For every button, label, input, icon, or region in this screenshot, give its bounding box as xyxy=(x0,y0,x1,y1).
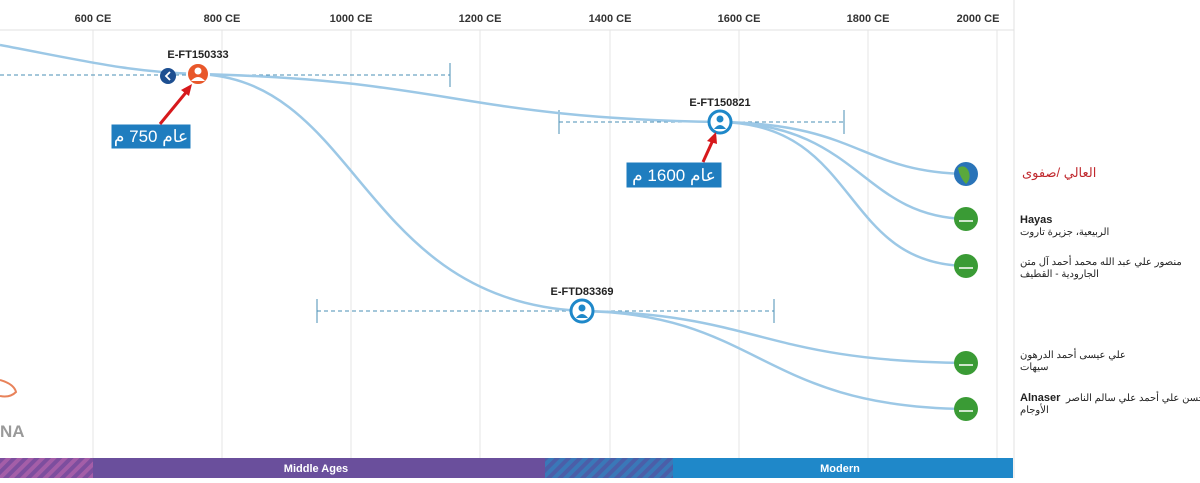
logo: NA xyxy=(0,379,25,441)
leaf-icon[interactable] xyxy=(954,254,978,278)
callout-box xyxy=(625,161,723,189)
axis-label: 2000 CE xyxy=(957,13,1000,25)
era-label: Modern xyxy=(820,463,860,475)
leaf-labels: العالي /صفوى Hayas الربيعية، جزيرة تاروت… xyxy=(1020,165,1200,416)
node-label: E-FTD83369 xyxy=(551,286,614,298)
axis-label: 1200 CE xyxy=(459,13,502,25)
leaf-icon[interactable] xyxy=(954,207,978,231)
era-label: Middle Ages xyxy=(284,463,348,475)
axis-label: 1800 CE xyxy=(847,13,890,25)
callouts: عام 750 م عام 1600 م xyxy=(110,84,723,189)
leaf-line: سيهات xyxy=(1020,362,1048,373)
leaf-name: العالي /صفوى xyxy=(1022,165,1096,181)
leaf-line: الأوجام xyxy=(1020,404,1049,416)
era-bar: Middle Ages Modern xyxy=(0,458,1013,478)
callout-text: عام 750 م xyxy=(114,127,188,147)
node-label: E-FT150821 xyxy=(689,97,750,109)
axis-label: 800 CE xyxy=(204,13,241,25)
node-label: E-FT150333 xyxy=(167,49,228,61)
leaf-place: الربيعية، جزيرة تاروت xyxy=(1020,227,1109,238)
leaf-icon[interactable] xyxy=(954,351,978,375)
logo-text: NA xyxy=(0,422,25,441)
axis-label: 1000 CE xyxy=(330,13,373,25)
plot-bg xyxy=(0,0,1014,458)
leaf-icon[interactable] xyxy=(954,397,978,421)
leaf-line: علي عيسى أحمد الدرهون xyxy=(1020,348,1126,361)
axis-label: 1400 CE xyxy=(589,13,632,25)
callout-box xyxy=(110,123,192,150)
axis-label: 600 CE xyxy=(75,13,112,25)
leaf-line: منصور علي عبد الله محمد أحمد آل متن xyxy=(1020,255,1182,268)
leaf-line: الجارودية - القطيف xyxy=(1020,269,1099,280)
leaves xyxy=(954,162,978,421)
axis-label: 1600 CE xyxy=(718,13,761,25)
leaf-name: Alnaser xyxy=(1020,392,1061,404)
callout-text: عام 1600 م xyxy=(632,166,716,186)
leaf-line: علي حسن علي أحمد علي سالم الناصر xyxy=(1065,391,1200,404)
nodes: E-FT150333 E-FT150821 E-FTD83369 xyxy=(160,49,751,324)
back-button[interactable] xyxy=(160,68,176,84)
axis-labels: 600 CE 800 CE 1000 CE 1200 CE 1400 CE 16… xyxy=(75,13,1000,25)
leaf-name: Hayas xyxy=(1020,214,1052,226)
